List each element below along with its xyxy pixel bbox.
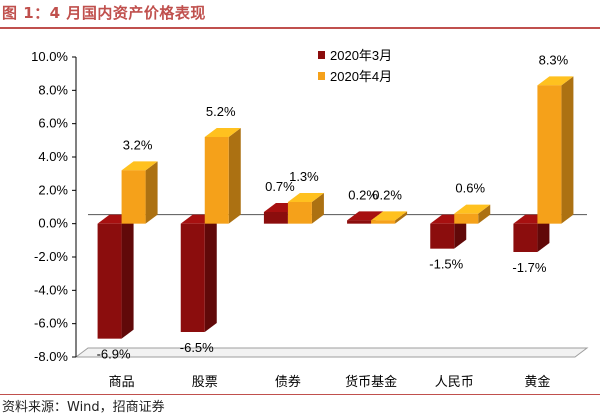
bar-2020-apr <box>287 193 324 224</box>
bar-side <box>537 214 550 252</box>
data-label: 0.2% <box>348 187 378 202</box>
x-category-label: 股票 <box>192 375 218 390</box>
chart-area: 10.0% 8.0% 6.0% 4.0% 2.0% 0.0% -2.0% -4.0% -6.0%… <box>31 48 589 390</box>
title-rule <box>0 27 600 29</box>
bar-front <box>537 85 562 224</box>
bar-front <box>180 223 205 332</box>
data-label: 1.3% <box>289 169 319 184</box>
bar-top <box>204 128 241 137</box>
bar-front <box>121 170 146 224</box>
bar-2020-apr <box>204 128 241 224</box>
bar-front <box>263 212 288 224</box>
data-label: 3.2% <box>123 137 153 152</box>
bar-front <box>347 220 372 224</box>
legend-label: 2020年3月 <box>330 48 392 63</box>
bar-front <box>97 223 122 339</box>
x-category-label: 货币基金 <box>345 374 397 390</box>
bar-side <box>145 161 158 224</box>
data-label: -6.9% <box>97 347 131 362</box>
bar-front <box>430 223 455 249</box>
bar-2020-apr <box>121 161 158 224</box>
data-label: -6.5% <box>180 340 214 355</box>
bar-top <box>287 193 324 202</box>
bar-top <box>121 161 158 171</box>
bar-top <box>371 211 408 221</box>
bar-side <box>561 76 574 224</box>
bottom-rule <box>0 394 600 395</box>
data-label: 0.6% <box>455 181 485 196</box>
data-label: -1.5% <box>429 257 463 272</box>
bar-front <box>204 137 229 224</box>
bar-side <box>478 204 491 224</box>
x-category-label: 人民币 <box>435 375 474 390</box>
legend-label: 2020年4月 <box>330 69 392 84</box>
y-tick-label: 2.0% <box>38 182 68 197</box>
bar-2020-mar <box>97 214 134 339</box>
bar-2020-apr <box>454 204 491 224</box>
data-label: 5.2% <box>206 104 236 119</box>
chart-floor <box>74 347 589 358</box>
bar-front <box>287 202 312 224</box>
bar-top <box>537 76 574 86</box>
bar-2020-apr <box>537 76 574 224</box>
data-label: -1.7% <box>512 260 546 275</box>
x-category-label: 黄金 <box>524 374 550 390</box>
bar-2020-mar <box>180 214 217 332</box>
x-category-label: 商品 <box>109 375 135 390</box>
y-tick-label: 6.0% <box>38 116 68 131</box>
legend-swatch <box>318 72 325 80</box>
bar-front <box>454 213 479 224</box>
y-tick-label: 8.0% <box>38 82 68 97</box>
bar-side <box>204 214 217 332</box>
bar-side <box>311 193 324 224</box>
bar-front <box>513 223 538 252</box>
y-tick-label: -2.0% <box>34 249 68 264</box>
bar-2020-apr <box>371 211 408 224</box>
y-tick-label: -8.0% <box>34 349 68 364</box>
x-category-label: 债券 <box>275 374 301 390</box>
legend-swatch <box>318 51 325 59</box>
y-tick-label: 0.0% <box>38 216 68 231</box>
chart-title: 图 1：4 月国内资产价格表现 <box>2 4 206 22</box>
bar-front <box>371 220 396 224</box>
y-tick-label: -4.0% <box>34 282 68 297</box>
data-label: 0.2% <box>372 187 402 202</box>
data-label: 0.7% <box>265 179 295 194</box>
source-note: 资料来源：Wind，招商证券 <box>2 400 165 415</box>
bar-side <box>395 211 408 224</box>
y-tick-label: -6.0% <box>34 316 68 331</box>
bar-top <box>454 204 491 214</box>
data-label: 8.3% <box>539 52 569 67</box>
y-tick-label: 10.0% <box>31 49 68 64</box>
bar-side <box>228 128 241 224</box>
y-tick-label: 4.0% <box>38 149 68 164</box>
bar-side <box>121 214 134 339</box>
